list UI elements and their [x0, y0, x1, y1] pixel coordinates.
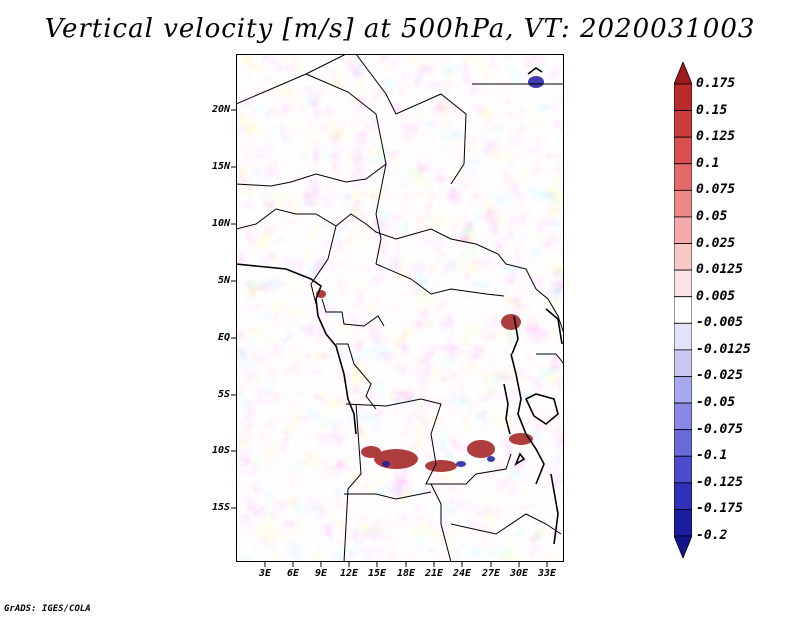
colorbar-label: 0.025 — [696, 235, 736, 251]
colorbar-label: 0.175 — [696, 76, 736, 91]
colorbar-swatch — [674, 535, 692, 558]
colorbar-swatch — [674, 269, 692, 298]
colorbar-swatch — [674, 509, 692, 537]
colorbar-swatch — [674, 136, 692, 165]
colorbar-swatch — [674, 216, 692, 244]
lat-label: 20N — [211, 104, 230, 115]
map-frame — [236, 54, 564, 562]
colorbar-label: -0.125 — [696, 474, 743, 490]
colorbar-label: -0.1 — [696, 448, 728, 464]
colorbar-swatch — [674, 455, 692, 484]
grads-credit: GrADS: IGES/COLA — [4, 604, 91, 614]
lon-label: 3E — [258, 568, 272, 579]
colorbar-label: 0.0125 — [696, 262, 743, 278]
colorbar-swatch — [674, 163, 692, 191]
colorbar-label: -0.0125 — [696, 341, 751, 357]
colorbar-swatch — [674, 62, 692, 85]
lat-label: EQ — [217, 332, 230, 343]
lat-label: 15S — [211, 502, 230, 513]
strong-descent-spots — [382, 76, 544, 467]
colorbar-swatch — [674, 296, 692, 324]
colorbar-swatch — [674, 322, 692, 351]
lon-label: 15E — [367, 568, 387, 579]
lon-label: 12E — [339, 568, 359, 579]
colorbar-swatch — [674, 429, 692, 457]
lon-label: 24E — [452, 568, 472, 579]
plot-title: Vertical velocity [m/s] at 500hPa, VT: 2… — [44, 14, 756, 44]
colorbar-label: -0.005 — [696, 315, 743, 331]
lat-label: 15N — [211, 161, 230, 172]
colorbar-label: 0.15 — [696, 102, 728, 118]
colorbar-label: -0.175 — [696, 501, 743, 517]
colorbar-label: 0.1 — [696, 155, 720, 171]
lat-label: 10S — [211, 445, 230, 456]
colorbar-swatch — [674, 83, 692, 111]
lat-label: 5S — [217, 389, 230, 400]
colorbar — [674, 62, 692, 558]
coastlines-lakes — [236, 67, 563, 545]
lon-label: 21E — [424, 568, 444, 579]
colorbar-swatch — [674, 243, 692, 271]
colorbar-swatch — [674, 349, 692, 377]
colorbar-swatch — [674, 189, 692, 218]
political-boundaries — [236, 54, 564, 562]
colorbar-label: 0.075 — [696, 182, 736, 198]
lon-label: 18E — [396, 568, 416, 579]
colorbar-swatch — [674, 402, 692, 431]
lon-label: 30E — [509, 568, 529, 579]
colorbar-label: -0.05 — [696, 395, 736, 411]
colorbar-label: 0.05 — [696, 208, 728, 224]
lon-label: 33E — [537, 568, 557, 579]
lon-label: 27E — [481, 568, 501, 579]
map-panel — [236, 54, 564, 562]
lon-label: 6E — [286, 568, 300, 579]
colorbar-label: 0.005 — [696, 288, 736, 304]
colorbar-label: -0.2 — [696, 528, 728, 543]
colorbar-label: -0.025 — [696, 368, 743, 384]
lat-label: 5N — [217, 275, 230, 286]
colorbar-swatch — [674, 110, 692, 138]
colorbar-label: 0.125 — [696, 129, 736, 145]
lon-label: 9E — [314, 568, 328, 579]
colorbar-swatch — [674, 482, 692, 510]
colorbar-label: -0.075 — [696, 421, 743, 437]
colorbar-swatch — [674, 376, 692, 404]
vertical-velocity-detail — [236, 54, 564, 562]
lat-label: 10N — [211, 218, 230, 229]
